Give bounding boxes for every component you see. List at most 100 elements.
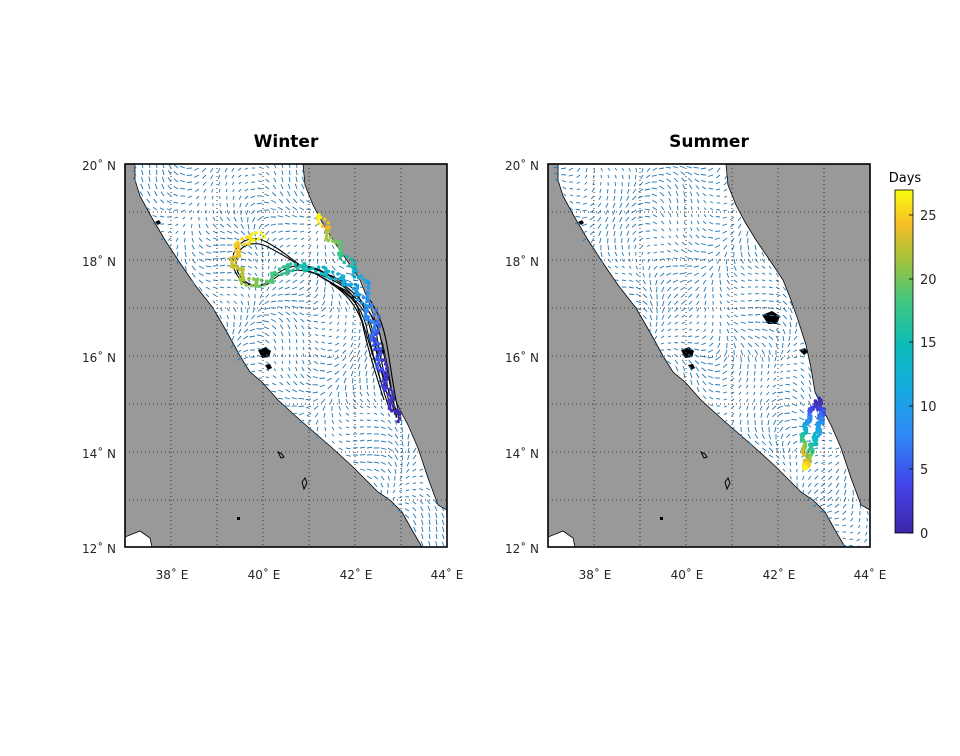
current-vector bbox=[672, 272, 679, 275]
current-vector bbox=[696, 191, 700, 197]
current-vector bbox=[726, 265, 729, 272]
current-vector bbox=[263, 216, 270, 220]
current-vector bbox=[441, 541, 445, 547]
current-vector bbox=[420, 512, 424, 519]
current-vector bbox=[807, 489, 812, 495]
current-vector bbox=[281, 353, 284, 358]
particle bbox=[372, 325, 377, 330]
particle bbox=[363, 316, 367, 320]
current-vector bbox=[707, 236, 714, 239]
current-vector bbox=[642, 279, 646, 285]
current-vector bbox=[219, 216, 224, 221]
current-vector bbox=[254, 286, 257, 291]
current-vector bbox=[680, 286, 686, 291]
current-vector bbox=[599, 237, 602, 244]
lon-tick: 40˚ E bbox=[248, 567, 281, 582]
current-vector bbox=[300, 272, 305, 277]
current-vector bbox=[187, 188, 193, 191]
current-vector bbox=[146, 198, 151, 204]
current-vector bbox=[267, 251, 270, 257]
current-vector bbox=[707, 356, 714, 359]
current-vector bbox=[219, 257, 226, 260]
current-vector bbox=[726, 321, 730, 326]
colorbar-tick: 10 bbox=[920, 400, 937, 415]
current-vector bbox=[668, 198, 672, 204]
current-vector bbox=[676, 228, 679, 232]
current-vector bbox=[302, 353, 305, 358]
current-vector bbox=[198, 237, 203, 242]
current-vector bbox=[638, 188, 644, 193]
particle bbox=[352, 260, 357, 265]
current-vector bbox=[708, 389, 714, 393]
current-vector bbox=[401, 454, 403, 461]
current-vector bbox=[768, 279, 773, 282]
current-vector bbox=[250, 188, 256, 191]
current-vector bbox=[263, 201, 270, 204]
current-vector bbox=[345, 300, 349, 305]
current-vector bbox=[695, 328, 700, 332]
current-vector bbox=[731, 244, 735, 251]
current-vector bbox=[759, 391, 763, 396]
current-vector bbox=[694, 360, 700, 365]
current-vector bbox=[747, 335, 753, 340]
current-vector bbox=[331, 293, 334, 300]
current-vector bbox=[583, 195, 588, 198]
current-vector bbox=[299, 419, 305, 424]
current-vector bbox=[243, 349, 249, 353]
current-vector bbox=[365, 370, 368, 377]
current-vector bbox=[625, 202, 630, 208]
current-vector bbox=[236, 356, 242, 361]
current-vector bbox=[373, 482, 378, 488]
current-vector bbox=[634, 244, 637, 249]
current-vector bbox=[702, 380, 707, 386]
current-vector bbox=[782, 342, 784, 348]
current-vector bbox=[850, 510, 854, 516]
current-vector bbox=[257, 307, 263, 312]
particle bbox=[388, 387, 393, 392]
current-vector bbox=[684, 205, 686, 211]
current-vector bbox=[600, 167, 603, 172]
current-vector bbox=[256, 202, 263, 205]
current-vector bbox=[139, 191, 144, 197]
current-vector bbox=[687, 286, 693, 291]
current-vector bbox=[236, 349, 242, 354]
current-vector bbox=[421, 519, 424, 526]
particle bbox=[375, 331, 380, 336]
current-vector bbox=[294, 324, 298, 330]
current-vector bbox=[394, 461, 398, 468]
current-vector bbox=[782, 293, 787, 298]
current-vector bbox=[273, 368, 277, 372]
particle bbox=[235, 266, 240, 270]
particle bbox=[328, 235, 333, 240]
current-vector bbox=[700, 258, 707, 261]
current-vector bbox=[349, 349, 354, 355]
particle bbox=[230, 259, 234, 264]
current-vector bbox=[198, 265, 205, 269]
current-vector bbox=[299, 312, 305, 316]
current-vector bbox=[305, 405, 312, 409]
current-vector bbox=[597, 209, 602, 215]
current-vector bbox=[364, 363, 368, 370]
current-vector bbox=[257, 187, 263, 190]
current-vector bbox=[373, 475, 379, 480]
particle bbox=[342, 260, 347, 265]
current-vector bbox=[237, 335, 242, 341]
particle bbox=[367, 286, 371, 291]
current-vector bbox=[780, 370, 784, 373]
current-vector bbox=[801, 489, 805, 495]
current-vector bbox=[224, 167, 228, 173]
current-vector bbox=[247, 272, 252, 276]
current-vector bbox=[298, 405, 305, 408]
current-vector bbox=[694, 279, 700, 284]
current-vector bbox=[605, 202, 609, 208]
summer-title: Summer bbox=[669, 132, 749, 152]
current-vector bbox=[821, 454, 826, 457]
current-vector bbox=[240, 286, 244, 290]
current-vector bbox=[298, 306, 305, 309]
particle bbox=[389, 408, 394, 413]
current-vector bbox=[291, 293, 298, 296]
current-vector bbox=[607, 265, 612, 269]
current-vector bbox=[779, 426, 784, 432]
particle bbox=[363, 313, 368, 317]
current-vector bbox=[324, 426, 327, 431]
